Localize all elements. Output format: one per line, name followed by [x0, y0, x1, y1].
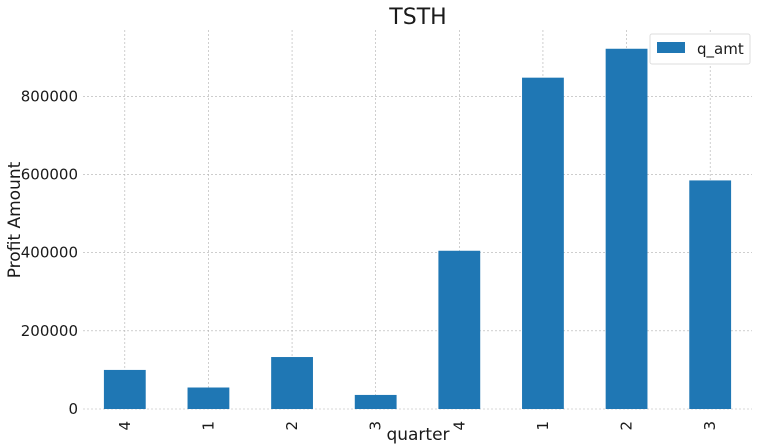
x-tick-label: 4 — [116, 421, 134, 431]
bar — [354, 394, 397, 409]
grid-lines — [83, 30, 752, 410]
legend-label-q_amt: q_amt — [697, 40, 744, 59]
legend-swatch-q_amt — [657, 42, 685, 53]
x-tick-label: 4 — [450, 421, 468, 431]
x-tick-label: 3 — [367, 421, 385, 431]
bars — [103, 48, 732, 410]
x-tick-labels: 4 1 2 3 4 1 2 3 — [116, 421, 719, 431]
bar — [689, 180, 732, 409]
y-tick-label: 200000 — [21, 322, 78, 340]
x-tick-label: 3 — [701, 421, 719, 431]
x-tick-label: 2 — [283, 421, 301, 431]
x-tick-label: 1 — [534, 421, 552, 431]
x-axis-label: quarter — [386, 425, 449, 445]
x-tick-label: 2 — [618, 421, 636, 431]
x-tick-label: 1 — [199, 421, 217, 431]
bar — [103, 369, 146, 409]
bar — [522, 77, 564, 410]
bar — [438, 250, 481, 409]
y-tick-label: 400000 — [21, 244, 78, 262]
legend-box — [649, 33, 751, 65]
y-tick-label: 600000 — [21, 166, 78, 184]
bar — [187, 387, 230, 409]
y-tick-label: 800000 — [21, 87, 78, 105]
y-tick-labels: 0 200000 400000 600000 800000 — [21, 87, 78, 418]
bar — [271, 357, 313, 409]
legend: q_amt — [649, 33, 751, 65]
bar — [605, 48, 648, 409]
y-axis-label: Profit Amount — [5, 161, 25, 278]
chart-title: TSTH — [388, 5, 446, 30]
y-tick-label: 0 — [68, 400, 78, 418]
